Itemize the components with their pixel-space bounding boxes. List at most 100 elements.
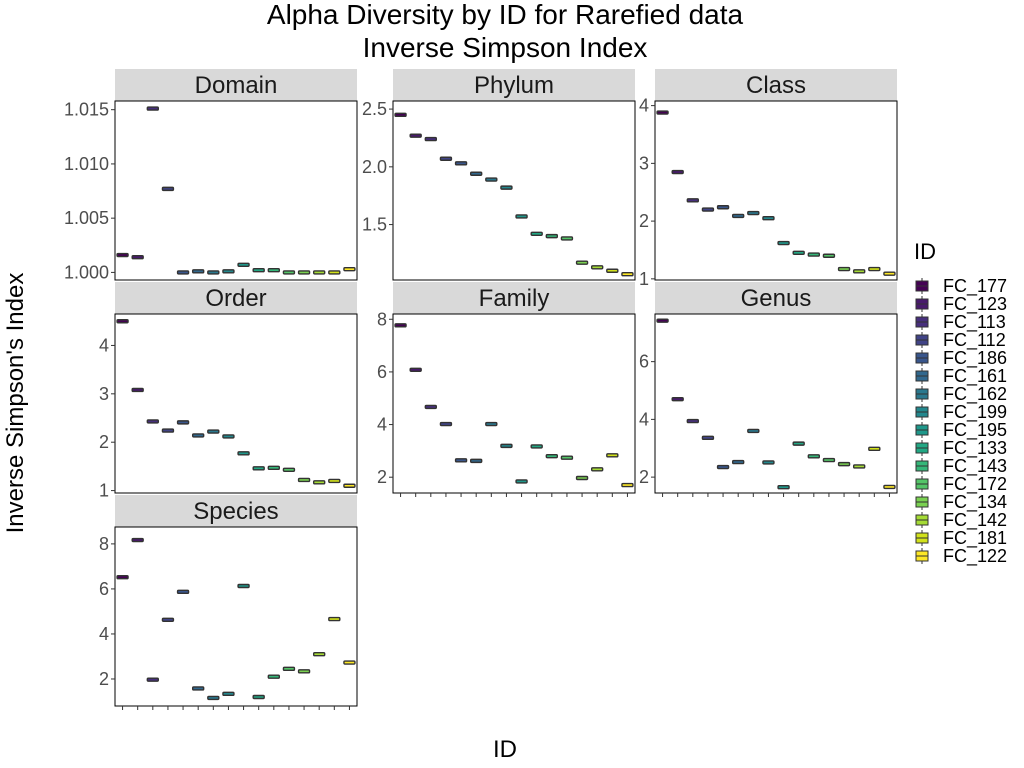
box-fc_181 xyxy=(868,266,881,272)
legend-label: FC_162 xyxy=(943,384,1007,405)
x-axis-title: ID xyxy=(493,736,517,763)
box-fc_162 xyxy=(207,695,220,701)
box-fc_123 xyxy=(671,396,684,402)
facet-panel-domain: Domain 1.000 1.005 1.010 1.015 xyxy=(64,69,358,282)
legend-label: FC_142 xyxy=(943,510,1007,531)
box-fc_122 xyxy=(343,660,356,665)
box-fc_133 xyxy=(792,250,805,256)
box-fc_195 xyxy=(515,214,528,219)
legend-item: FC_142 xyxy=(915,510,1007,531)
y-tick-label: 4 xyxy=(99,624,109,644)
box-fc_199 xyxy=(222,691,235,697)
panel-border xyxy=(114,526,358,707)
box-fc_143 xyxy=(807,252,821,257)
box-fc_134 xyxy=(837,266,851,272)
box-fc_122 xyxy=(343,483,356,488)
y-tick-label: 6 xyxy=(639,352,649,372)
y-tick-label: 4 xyxy=(99,335,109,355)
box-fc_177 xyxy=(394,112,407,118)
box-fc_112 xyxy=(701,207,715,212)
legend-label: FC_143 xyxy=(943,456,1007,477)
box-fc_112 xyxy=(701,435,715,441)
y-tick-label: 1.010 xyxy=(64,154,109,174)
box-fc_177 xyxy=(656,110,669,115)
box-fc_181 xyxy=(328,616,341,622)
box-fc_142 xyxy=(590,467,604,472)
box-fc_161 xyxy=(469,458,483,464)
y-tick-label: 3 xyxy=(639,153,649,173)
box-fc_122 xyxy=(621,482,634,488)
legend-label: FC_199 xyxy=(943,402,1007,423)
box-fc_134 xyxy=(575,260,589,265)
box-fc_172 xyxy=(822,457,836,463)
legend-title: ID xyxy=(914,239,936,264)
box-fc_133 xyxy=(252,694,265,700)
legend-item: FC_199 xyxy=(915,402,1007,423)
y-tick-label: 2.5 xyxy=(362,99,387,119)
legend-item: FC_112 xyxy=(915,330,1006,351)
box-fc_181 xyxy=(606,268,619,273)
panel-border xyxy=(392,100,636,281)
box-fc_177 xyxy=(656,318,669,323)
box-fc_195 xyxy=(777,240,790,246)
box-fc_162 xyxy=(207,429,220,434)
legend-label: FC_134 xyxy=(943,492,1007,513)
panel-border xyxy=(392,313,636,494)
y-tick-label: 2 xyxy=(639,211,649,231)
box-fc_142 xyxy=(312,480,326,485)
legend-label: FC_133 xyxy=(943,438,1007,459)
box-fc_142 xyxy=(312,652,326,657)
box-fc_143 xyxy=(267,674,281,679)
box-fc_199 xyxy=(500,185,513,190)
box-fc_143 xyxy=(807,454,821,459)
legend-item: FC_122 xyxy=(915,546,1007,567)
legend-label: FC_112 xyxy=(943,330,1006,351)
box-fc_142 xyxy=(852,464,866,469)
box-fc_123 xyxy=(409,367,422,373)
legend-label: FC_186 xyxy=(943,348,1007,369)
y-tick-label: 2 xyxy=(639,467,649,487)
box-fc_195 xyxy=(777,485,790,490)
box-fc_195 xyxy=(237,583,250,589)
legend-item: FC_161 xyxy=(915,366,1007,387)
box-fc_112 xyxy=(161,428,175,433)
chart-subtitle: Inverse Simpson Index xyxy=(363,32,648,63)
legend-item: FC_177 xyxy=(915,276,1007,297)
legend-label: FC_122 xyxy=(943,546,1007,567)
box-fc_172 xyxy=(560,455,574,460)
box-fc_199 xyxy=(222,269,235,274)
box-fc_162 xyxy=(485,177,498,182)
box-fc_133 xyxy=(792,441,805,446)
chart-title: Alpha Diversity by ID for Rarefied data xyxy=(267,0,744,30)
box-fc_181 xyxy=(328,478,341,484)
y-tick-label: 6 xyxy=(377,362,387,382)
legend-label: FC_123 xyxy=(943,294,1007,315)
facet-strip xyxy=(393,69,635,101)
facet-strip-label: Phylum xyxy=(474,72,554,99)
box-fc_134 xyxy=(837,461,851,467)
legend-item: FC_113 xyxy=(915,312,1006,333)
y-tick-label: 3 xyxy=(99,384,109,404)
legend: ID FC_177FC_123FC_113FC_112FC_186FC_161F… xyxy=(914,239,1007,567)
box-fc_134 xyxy=(297,270,311,275)
y-axis-title: Inverse Simpson's Index xyxy=(2,273,29,534)
legend-label: FC_161 xyxy=(943,366,1007,387)
legend-item: FC_143 xyxy=(915,456,1007,477)
y-tick-label: 1 xyxy=(639,269,649,289)
box-fc_186 xyxy=(454,458,468,463)
box-fc_177 xyxy=(116,252,129,258)
box-fc_113 xyxy=(686,198,700,203)
box-fc_195 xyxy=(515,479,528,484)
box-fc_113 xyxy=(146,106,160,111)
facet-panel-class: Class 1 2 3 4 xyxy=(639,69,898,289)
box-fc_123 xyxy=(671,169,684,175)
y-tick-label: 8 xyxy=(99,534,109,554)
box-fc_133 xyxy=(530,444,543,449)
box-fc_199 xyxy=(500,443,513,449)
box-fc_113 xyxy=(146,419,160,424)
y-tick-label: 4 xyxy=(639,96,649,116)
y-tick-label: 1.005 xyxy=(64,208,109,228)
box-fc_122 xyxy=(883,271,896,276)
y-tick-label: 2 xyxy=(377,467,387,487)
